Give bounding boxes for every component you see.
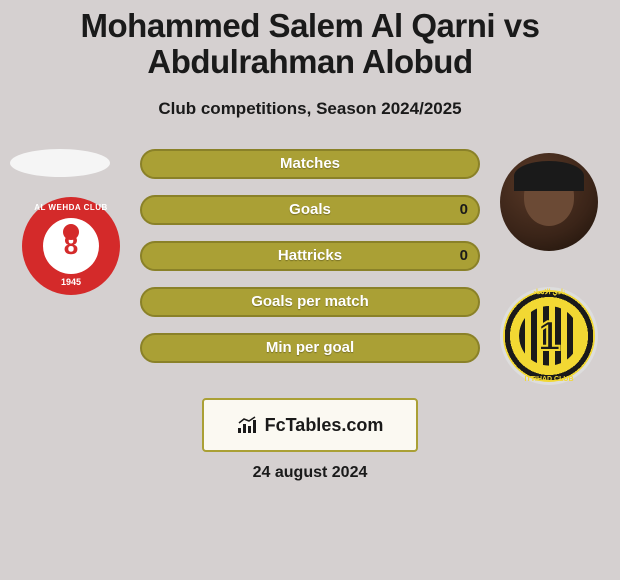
- stat-bar-goals-per-match: Goals per match: [140, 287, 480, 317]
- club-logo-left: AL WEHDA CLUB 8 1945: [22, 197, 120, 295]
- club-right-label-top: نادي الاتحاد: [533, 288, 565, 296]
- club-logo-right: نادي الاتحاد 1 ITTIHAD CLUB: [500, 287, 598, 385]
- stat-value-right: 0: [460, 201, 468, 218]
- club-left-inner-icon: 8: [43, 218, 99, 274]
- stat-bar-goals: Goals 0: [140, 195, 480, 225]
- club-right-number-icon: 1: [537, 312, 560, 360]
- chart-icon: [237, 416, 259, 434]
- branding-text: FcTables.com: [265, 415, 384, 436]
- page-title: Mohammed Salem Al Qarni vs Abdulrahman A…: [0, 0, 620, 81]
- player-photo-left: [10, 149, 110, 177]
- stats-area: AL WEHDA CLUB 8 1945 نادي الاتحاد 1 ITTI…: [0, 149, 620, 409]
- date-label: 24 august 2024: [253, 464, 368, 482]
- stat-value-right: 0: [460, 247, 468, 264]
- player-photo-right: [500, 153, 598, 251]
- stat-bar-min-per-goal: Min per goal: [140, 333, 480, 363]
- branding-badge: FcTables.com: [202, 398, 418, 452]
- stat-label: Hattricks: [278, 247, 342, 264]
- stat-label: Goals per match: [251, 293, 369, 310]
- club-right-label-bottom: ITTIHAD CLUB: [525, 376, 574, 383]
- subtitle: Club competitions, Season 2024/2025: [0, 99, 620, 119]
- stat-bars: Matches Goals 0 Hattricks 0 Goals per ma…: [140, 149, 480, 363]
- stat-bar-matches: Matches: [140, 149, 480, 179]
- stat-label: Goals: [289, 201, 331, 218]
- stat-label: Matches: [280, 155, 340, 172]
- stat-bar-hattricks: Hattricks 0: [140, 241, 480, 271]
- club-left-year: 1945: [61, 277, 81, 287]
- stat-label: Min per goal: [266, 339, 354, 356]
- club-left-label: AL WEHDA CLUB: [34, 203, 108, 212]
